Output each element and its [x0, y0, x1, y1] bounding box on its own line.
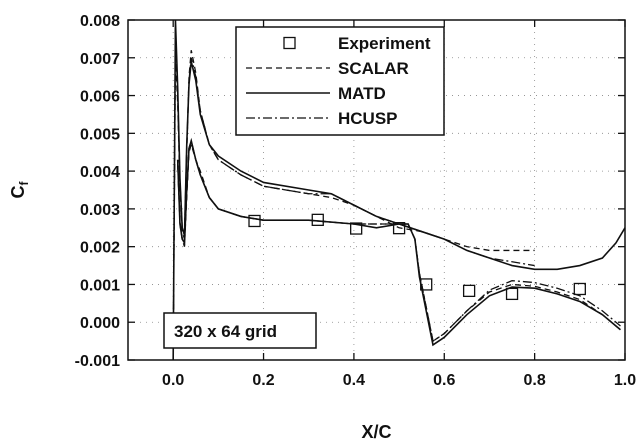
experiment-point-4 — [420, 278, 433, 291]
x-tick-label-0: 0.0 — [162, 372, 184, 389]
y-tick-label-7: 0.006 — [80, 89, 120, 106]
experiment-point-2 — [350, 222, 363, 235]
hcusp-lower-line — [177, 138, 621, 343]
y-tick-label-5: 0.004 — [80, 164, 120, 181]
y-tick-label-3: 0.002 — [80, 240, 120, 257]
y-tick-label-4: 0.003 — [80, 202, 120, 219]
y-tick-label-0: -0.001 — [75, 353, 120, 370]
y-tick-label-1: 0.000 — [80, 315, 120, 332]
experiment-point-0 — [248, 214, 261, 228]
y-tick-label-8: 0.007 — [80, 51, 120, 68]
legend-label-hcusp: HCUSP — [338, 109, 398, 128]
x-axis-title: X/C — [361, 422, 391, 442]
experiment-point-7 — [573, 282, 586, 296]
x-tick-label-4: 0.8 — [524, 372, 546, 389]
y-tick-label-6: 0.005 — [80, 126, 120, 143]
x-tick-label-5: 1.0 — [614, 372, 636, 389]
legend-label-experiment: Experiment — [338, 34, 431, 53]
legend: Experiment SCALAR MATD HCUSP — [235, 26, 445, 136]
experiment-point-5 — [462, 284, 476, 298]
y-axis-title: Cf — [8, 181, 31, 199]
experiment-point-3 — [392, 222, 406, 235]
x-tick-label-3: 0.6 — [433, 372, 455, 389]
annotation-label: 320 x 64 grid — [174, 322, 277, 341]
experiment-point-6 — [505, 287, 519, 301]
plot-frame — [127, 19, 626, 361]
y-tick-label-2: 0.001 — [80, 277, 120, 294]
y-tick-label-9: 0.008 — [80, 13, 120, 30]
experiment-point-1 — [311, 213, 324, 226]
x-tick-label-1: 0.2 — [252, 372, 274, 389]
x-tick-label-2: 0.4 — [343, 372, 365, 389]
hcusp-upper-line — [172, 27, 535, 361]
legend-box — [235, 26, 445, 136]
annotation-box — [163, 312, 317, 349]
series-lines — [172, 19, 626, 361]
experiment-markers — [248, 213, 586, 301]
scalar-lower-line — [177, 142, 621, 343]
axis-ticks: 0.0 0.2 0.4 0.6 0.8 1.0 -0.001 0.000 0.001 0.002 0… — [75, 13, 637, 389]
legend-swatch-experiment — [283, 36, 296, 50]
grid-annotation: 320 x 64 grid — [163, 312, 317, 349]
legend-label-scalar: SCALAR — [338, 59, 409, 78]
legend-label-matd: MATD — [338, 84, 386, 103]
